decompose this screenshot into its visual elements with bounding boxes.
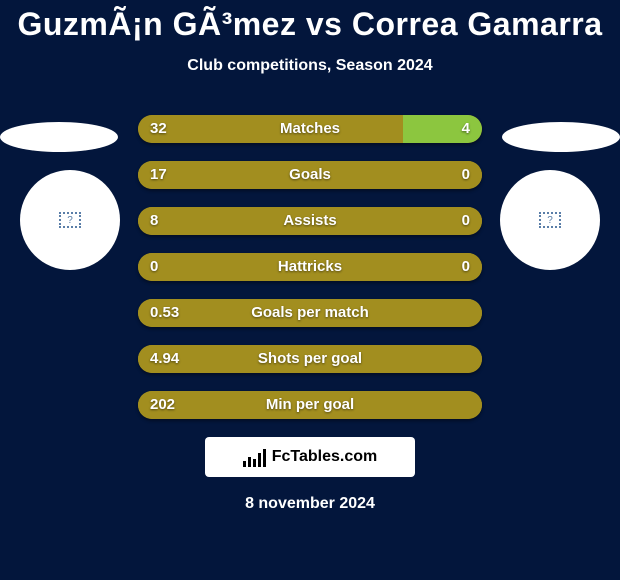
stat-row: 0.53Goals per match: [138, 299, 482, 327]
stat-label: Hattricks: [138, 253, 482, 281]
stat-value-right: 0: [462, 207, 470, 235]
stat-row: 0Hattricks0: [138, 253, 482, 281]
player-right-avatar: ?: [500, 170, 600, 270]
stat-value-right: 0: [462, 161, 470, 189]
player-left-avatar: ?: [20, 170, 120, 270]
stat-value-right: 4: [462, 115, 470, 143]
stat-value-right: 0: [462, 253, 470, 281]
placeholder-icon: ?: [539, 212, 561, 228]
brand-bars-icon: [243, 447, 266, 467]
stat-label: Goals per match: [138, 299, 482, 327]
stat-row: 17Goals0: [138, 161, 482, 189]
stat-label: Matches: [138, 115, 482, 143]
stat-row: 32Matches4: [138, 115, 482, 143]
page-subtitle: Club competitions, Season 2024: [0, 57, 620, 75]
stat-label: Goals: [138, 161, 482, 189]
player-left-oval: [0, 122, 118, 152]
page-title: GuzmÃ¡n GÃ³mez vs Correa Gamarra: [0, 0, 620, 43]
stats-list: 32Matches417Goals08Assists00Hattricks00.…: [138, 115, 482, 419]
player-right-oval: [502, 122, 620, 152]
stat-label: Assists: [138, 207, 482, 235]
stat-row: 4.94Shots per goal: [138, 345, 482, 373]
stat-label: Shots per goal: [138, 345, 482, 373]
brand-box: FcTables.com: [205, 437, 415, 477]
date-label: 8 november 2024: [0, 495, 620, 513]
stat-row: 8Assists0: [138, 207, 482, 235]
stat-label: Min per goal: [138, 391, 482, 419]
stat-row: 202Min per goal: [138, 391, 482, 419]
brand-label: FcTables.com: [272, 448, 378, 466]
placeholder-icon: ?: [59, 212, 81, 228]
